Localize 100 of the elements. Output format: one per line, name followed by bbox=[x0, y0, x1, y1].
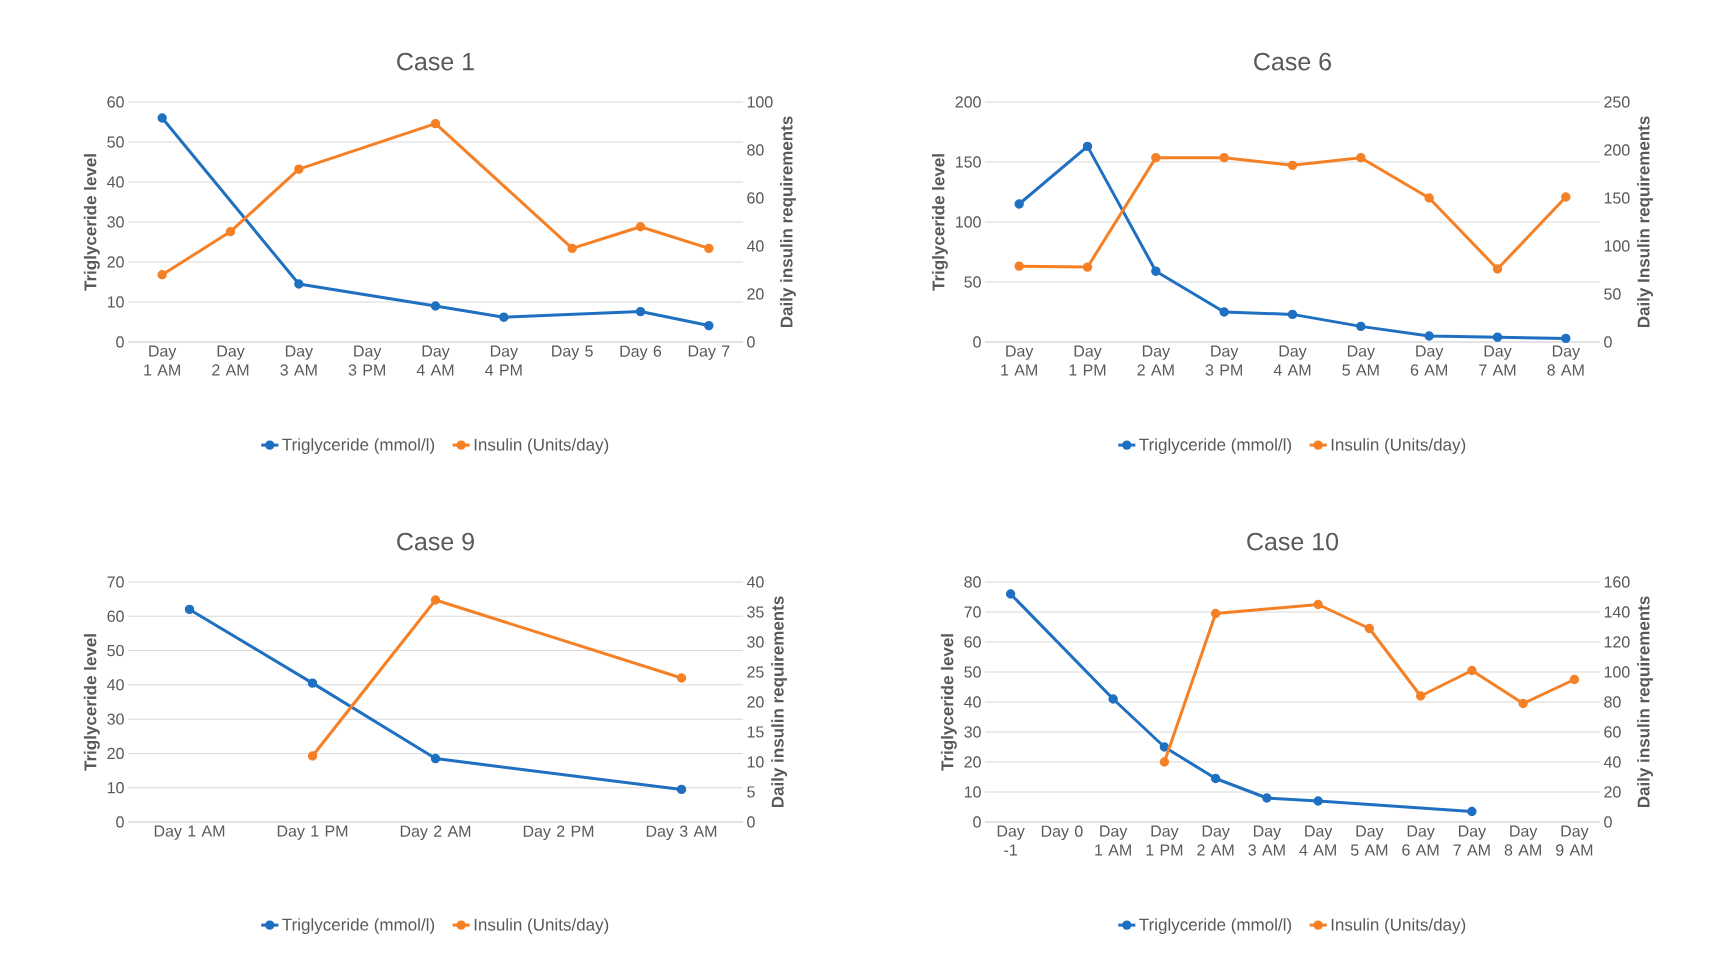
y-tick-label: 150 bbox=[956, 156, 981, 168]
y2-tick-label: 100 bbox=[1604, 666, 1630, 678]
y2-tick-label: 250 bbox=[1604, 96, 1630, 108]
point bbox=[1151, 266, 1161, 276]
x-tick-label: Day 2 AM bbox=[1137, 345, 1174, 376]
y2-axis-title: Daily Insulin requirements bbox=[1637, 116, 1653, 328]
point bbox=[1262, 793, 1272, 803]
y-tick-label: 40 bbox=[107, 679, 124, 691]
chart-title: Case 10 bbox=[1247, 532, 1339, 551]
legend-label: Insulin (Units/day) bbox=[1331, 438, 1466, 455]
y-tick-label: 30 bbox=[107, 713, 124, 725]
point bbox=[1005, 589, 1016, 599]
legend-label: Triglyceride (mmol/l) bbox=[282, 438, 435, 455]
y-tick-label: 50 bbox=[107, 644, 124, 657]
y2-tick-label: 0 bbox=[1604, 816, 1612, 828]
point bbox=[1561, 333, 1571, 344]
point bbox=[1159, 757, 1170, 767]
y2-tick-label: 0 bbox=[1604, 336, 1612, 348]
x-tick-label: Day -1 bbox=[997, 825, 1025, 856]
x-tick-label: Day 3 AM bbox=[280, 345, 317, 376]
y-tick-label: 60 bbox=[107, 610, 124, 622]
y2-tick-label: 20 bbox=[747, 288, 764, 300]
y-tick-label: 30 bbox=[107, 216, 124, 228]
y2-axis-title: Daily insulin requirements bbox=[1637, 596, 1653, 808]
x-tick-label: Day 3 PM bbox=[1205, 345, 1242, 376]
x-tick-label: Day 7 AM bbox=[1453, 825, 1490, 856]
y2-tick-label: 40 bbox=[746, 240, 764, 252]
chart-title: Case 1 bbox=[397, 52, 474, 71]
point bbox=[1219, 152, 1229, 163]
point bbox=[1492, 264, 1503, 274]
legend-label: Insulin (Units/day) bbox=[474, 918, 609, 935]
y-tick-label: 100 bbox=[956, 216, 981, 228]
x-tick-label: Day 4 AM bbox=[1273, 345, 1311, 376]
y-tick-label: 40 bbox=[107, 176, 124, 188]
x-tick-label: Day 5 bbox=[552, 345, 593, 360]
point bbox=[307, 678, 318, 688]
y2-tick-label: 0 bbox=[747, 816, 755, 828]
y-tick-label: 80 bbox=[964, 576, 981, 588]
point bbox=[1356, 152, 1366, 163]
x-tick-label: Day 4 PM bbox=[485, 345, 522, 376]
y2-axis-title: Daily insulin requirements bbox=[780, 116, 796, 328]
x-tick-label: Day 1 AM bbox=[144, 345, 180, 376]
point bbox=[1159, 742, 1170, 752]
y-axis-title: Triglyceride level bbox=[932, 154, 948, 291]
y2-tick-label: 40 bbox=[1603, 756, 1621, 768]
y2-tick-label: 20 bbox=[747, 696, 764, 708]
y2-tick-label: 40 bbox=[746, 576, 764, 588]
y2-tick-label: 100 bbox=[747, 96, 773, 108]
point bbox=[1082, 262, 1093, 272]
x-tick-label: Day 1 AM bbox=[1001, 345, 1037, 376]
point bbox=[635, 222, 646, 232]
point bbox=[1313, 599, 1323, 610]
point bbox=[1467, 806, 1477, 817]
x-tick-label: Day 0 bbox=[1041, 825, 1083, 841]
point bbox=[676, 784, 687, 795]
point bbox=[1561, 192, 1571, 202]
point bbox=[307, 751, 318, 761]
legend-label: Insulin (Units/day) bbox=[474, 438, 609, 455]
point bbox=[1151, 152, 1161, 163]
point bbox=[1415, 691, 1426, 701]
point bbox=[157, 270, 167, 280]
x-tick-label: Day 7 AM bbox=[1479, 345, 1516, 376]
point bbox=[1210, 608, 1221, 619]
y2-tick-label: 60 bbox=[747, 192, 764, 204]
y2-tick-label: 5 bbox=[747, 786, 755, 798]
y-tick-label: 50 bbox=[107, 136, 124, 148]
x-tick-label: Day 3 AM bbox=[646, 825, 717, 841]
y-tick-label: 10 bbox=[107, 296, 124, 308]
point bbox=[1082, 141, 1093, 152]
y2-tick-label: 30 bbox=[747, 636, 764, 648]
point bbox=[1313, 796, 1323, 806]
y-axis-title: Triglyceride level bbox=[83, 154, 100, 291]
point bbox=[1424, 193, 1434, 203]
point bbox=[704, 243, 714, 254]
y2-tick-label: 100 bbox=[1604, 240, 1630, 252]
y2-tick-label: 15 bbox=[747, 726, 764, 738]
x-tick-label: Day 2 PM bbox=[523, 825, 594, 841]
y-tick-label: 0 bbox=[973, 336, 981, 348]
y-tick-label: 30 bbox=[964, 726, 981, 738]
y-axis-title: Triglyceride level bbox=[940, 634, 957, 771]
x-tick-label: Day 1 PM bbox=[277, 825, 348, 840]
x-tick-label: Day 6 AM bbox=[1410, 345, 1447, 376]
point bbox=[430, 301, 441, 311]
x-tick-label: Day 9 AM bbox=[1556, 825, 1593, 856]
point bbox=[1364, 623, 1375, 634]
y2-tick-label: 80 bbox=[1604, 696, 1621, 708]
point bbox=[1356, 321, 1366, 332]
y-tick-label: 20 bbox=[107, 256, 124, 268]
y-tick-label: 10 bbox=[107, 782, 124, 794]
point bbox=[184, 604, 195, 615]
y2-tick-label: 80 bbox=[747, 144, 764, 156]
x-tick-label: Day 2 AM bbox=[400, 825, 471, 841]
x-tick-label: Day 1 PM bbox=[1146, 825, 1183, 856]
x-tick-label: Day 2 AM bbox=[212, 345, 249, 376]
y2-tick-label: 50 bbox=[1604, 288, 1621, 300]
legend-label: Triglyceride (mmol/l) bbox=[1139, 438, 1292, 455]
y-axis-title: Triglyceride level bbox=[83, 634, 100, 771]
y2-tick-label: 60 bbox=[1604, 726, 1621, 738]
y-tick-label: 20 bbox=[107, 747, 124, 760]
x-tick-label: Day 1 AM bbox=[1095, 825, 1131, 856]
